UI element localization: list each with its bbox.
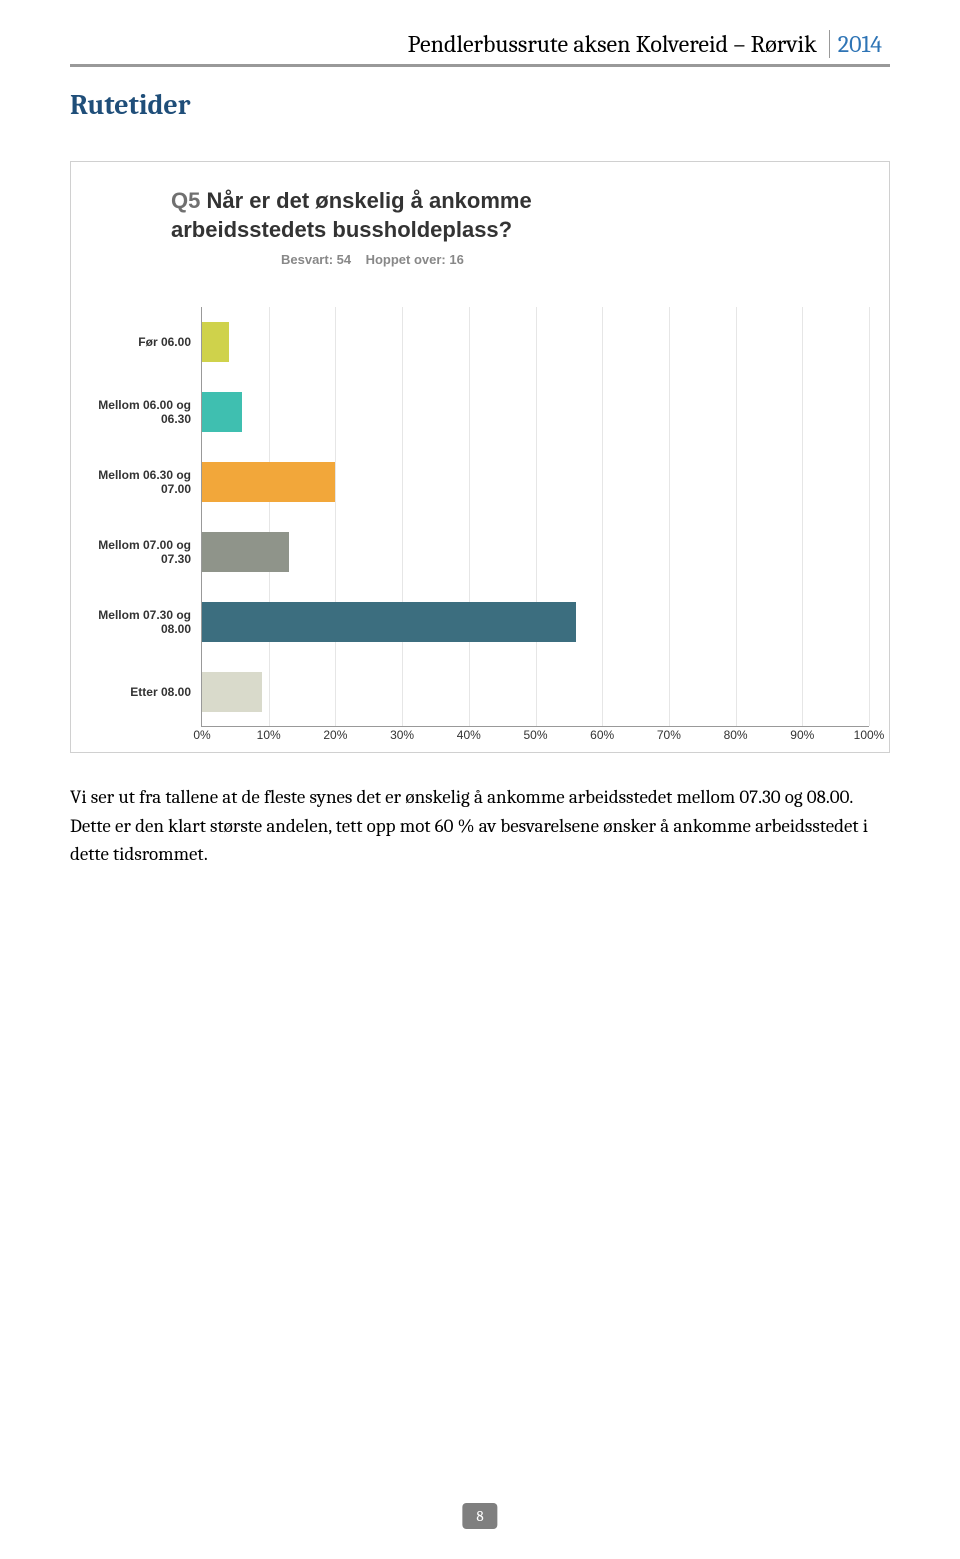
header-title: Pendlerbussrute aksen Kolvereid – Rørvik — [408, 30, 817, 58]
x-axis: 0%10%20%30%40%50%60%70%80%90%100% — [202, 728, 869, 748]
meta-skipped-label: Hoppet over: — [366, 252, 446, 267]
y-tick-label: Etter 08.00 — [91, 657, 201, 727]
chart-area: Før 06.00Mellom 06.00 og 06.30Mellom 06.… — [91, 307, 869, 727]
chart-plot: 0%10%20%30%40%50%60%70%80%90%100% — [201, 307, 869, 727]
chart-title: Q5 Når er det ønskelig å ankomme arbeids… — [171, 187, 671, 244]
chart-meta: Besvart: 54 Hoppet over: 16 — [281, 252, 869, 267]
x-tick-label: 60% — [590, 728, 614, 742]
bar-row — [202, 447, 869, 517]
header-year: 2014 — [829, 30, 890, 58]
y-tick-label: Mellom 07.00 og 07.30 — [91, 517, 201, 587]
chart-bar — [202, 532, 289, 572]
bar-row — [202, 377, 869, 447]
chart-bars — [202, 307, 869, 727]
x-tick-label: 10% — [257, 728, 281, 742]
bar-row — [202, 657, 869, 727]
x-tick-label: 80% — [724, 728, 748, 742]
chart-bar — [202, 462, 335, 502]
page-header: Pendlerbussrute aksen Kolvereid – Rørvik… — [70, 30, 890, 58]
chart-bar — [202, 602, 576, 642]
page-number: 8 — [462, 1503, 497, 1529]
body-paragraph: Vi ser ut fra tallene at de fleste synes… — [70, 783, 890, 869]
header-rule — [70, 64, 890, 67]
x-tick-label: 50% — [523, 728, 547, 742]
y-tick-label: Mellom 07.30 og 08.00 — [91, 587, 201, 657]
chart-title-text: Når er det ønskelig å ankomme arbeidsste… — [171, 188, 532, 242]
chart-bar — [202, 392, 242, 432]
x-tick-label: 0% — [193, 728, 210, 742]
y-axis-labels: Før 06.00Mellom 06.00 og 06.30Mellom 06.… — [91, 307, 201, 727]
chart-card: Q5 Når er det ønskelig å ankomme arbeids… — [70, 161, 890, 753]
x-tick-label: 40% — [457, 728, 481, 742]
bar-row — [202, 307, 869, 377]
bar-row — [202, 587, 869, 657]
chart-title-prefix: Q5 — [171, 188, 200, 213]
meta-skipped-value: 16 — [449, 252, 463, 267]
section-heading: Rutetider — [70, 89, 890, 121]
y-tick-label: Før 06.00 — [91, 307, 201, 377]
bar-row — [202, 517, 869, 587]
x-tick-label: 20% — [323, 728, 347, 742]
chart-bar — [202, 672, 262, 712]
x-tick-label: 70% — [657, 728, 681, 742]
y-tick-label: Mellom 06.30 og 07.00 — [91, 447, 201, 517]
gridline — [869, 307, 870, 726]
meta-answered-label: Besvart: — [281, 252, 333, 267]
chart-bar — [202, 322, 229, 362]
x-tick-label: 100% — [854, 728, 885, 742]
y-tick-label: Mellom 06.00 og 06.30 — [91, 377, 201, 447]
meta-answered-value: 54 — [337, 252, 351, 267]
x-tick-label: 90% — [790, 728, 814, 742]
x-tick-label: 30% — [390, 728, 414, 742]
